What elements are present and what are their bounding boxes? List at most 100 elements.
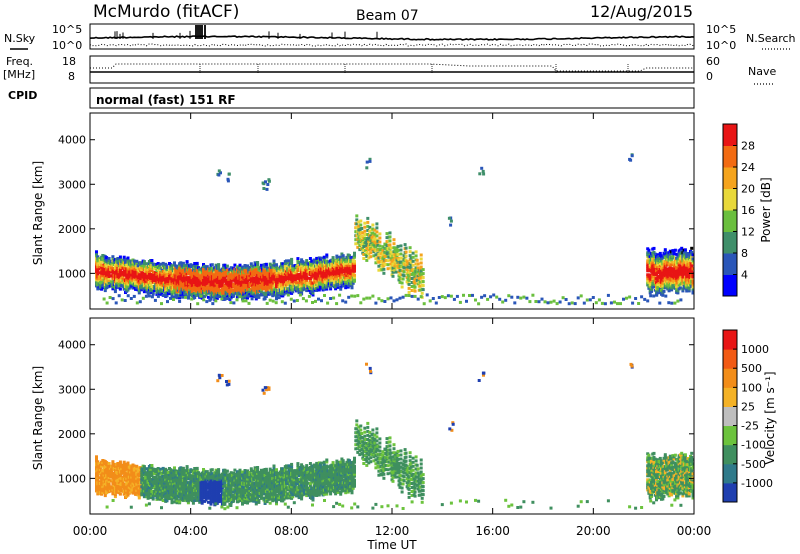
- velocity-cell: [150, 474, 154, 477]
- power-cell: [340, 268, 344, 272]
- power-cell: [265, 187, 269, 191]
- power-cell: [672, 266, 676, 270]
- power-cell: [365, 166, 369, 170]
- velocity-cell: [142, 465, 146, 469]
- power-cell: [594, 301, 598, 305]
- velocity-cell: [106, 488, 110, 492]
- power-cell: [310, 283, 314, 287]
- power-cell: [365, 160, 369, 164]
- power-cell: [362, 297, 366, 301]
- power-cell: [339, 255, 343, 259]
- power-cell: [268, 282, 272, 286]
- power-cell: [374, 245, 378, 249]
- velocity-cell: [151, 469, 155, 473]
- power-cell: [111, 287, 115, 291]
- power-cell: [300, 258, 304, 262]
- power-cell: [262, 297, 266, 301]
- power-cell: [365, 246, 369, 250]
- power-cell: [660, 258, 663, 262]
- power-cell: [372, 250, 376, 254]
- power-cell: [647, 252, 651, 256]
- power-cell: [282, 292, 286, 296]
- power-cell: [576, 296, 580, 300]
- velocity-cell: [160, 478, 164, 482]
- power-cell: [217, 263, 221, 267]
- power-cell: [691, 279, 695, 283]
- power-cell: [355, 222, 359, 226]
- power-cell: [217, 265, 221, 269]
- power-cell: [217, 287, 221, 291]
- power-cell: [290, 285, 294, 289]
- power-cell: [409, 264, 413, 268]
- power-cell: [291, 290, 295, 294]
- power-cell: [366, 224, 370, 228]
- power-cell: [285, 291, 288, 295]
- power-cell: [193, 296, 197, 300]
- power-cell: [305, 277, 309, 281]
- power-cell: [280, 300, 284, 304]
- freq-label: Freq.: [6, 55, 33, 68]
- velocity-cell: [100, 464, 104, 468]
- power-cell: [246, 264, 249, 268]
- power-cell: [353, 253, 356, 257]
- power-cell: [365, 296, 369, 300]
- velocity-cell: [171, 476, 175, 480]
- power-cell: [256, 261, 260, 264]
- power-cell: [246, 266, 249, 270]
- power-cell: [411, 263, 415, 267]
- power-cell: [291, 264, 295, 268]
- power-cell: [247, 294, 251, 298]
- power-cell: [179, 293, 183, 297]
- power-cell: [185, 260, 189, 264]
- power-cell: [126, 288, 130, 292]
- power-cell: [305, 259, 309, 263]
- power-cell: [340, 264, 344, 268]
- power-cell: [137, 289, 141, 293]
- power-cell: [195, 263, 199, 267]
- velocity-cell: [146, 494, 150, 498]
- power-cell: [276, 274, 280, 278]
- velocity-cell: [126, 461, 130, 465]
- power-cell: [416, 278, 420, 282]
- power-cell: [275, 297, 278, 301]
- velocity-cell: [142, 479, 146, 483]
- power-cell: [114, 301, 118, 305]
- power-cell: [650, 289, 653, 293]
- power-cell: [660, 288, 663, 292]
- velocity-cell: [163, 481, 166, 485]
- power-cell: [196, 302, 200, 306]
- velocity-cell: [181, 484, 185, 488]
- power-cell: [253, 295, 257, 298]
- noise-traces: [89, 25, 695, 47]
- power-cell: [336, 283, 340, 287]
- power-cell: [226, 179, 230, 183]
- power-cell: [205, 300, 209, 304]
- velocity-cell: [174, 475, 178, 479]
- power-cell: [567, 302, 571, 306]
- power-cell: [256, 263, 260, 266]
- power-cell: [290, 261, 294, 265]
- power-cell: [353, 263, 356, 267]
- power-cell: [336, 269, 340, 273]
- power-cell: [308, 277, 312, 280]
- velocity-cell: [151, 477, 155, 481]
- power-cell: [113, 268, 117, 271]
- noise-panel: 10^5 10^0 10^5 10^0: [52, 23, 736, 52]
- power-cell: [437, 296, 441, 299]
- power-cell: [259, 263, 263, 267]
- power-cell: [519, 296, 523, 300]
- nave-trace: [90, 63, 694, 72]
- power-cell: [348, 284, 351, 288]
- power-cell: [215, 270, 219, 274]
- velocity-cell: [118, 492, 122, 496]
- power-cell: [175, 294, 179, 298]
- power-cell: [676, 291, 680, 295]
- power-cell: [522, 295, 526, 299]
- power-cell: [380, 268, 384, 272]
- velocity-cell: [97, 462, 101, 466]
- power-cell: [362, 249, 366, 252]
- power-cell: [267, 278, 271, 282]
- power-cell: [295, 299, 299, 302]
- velocity-cell: [152, 486, 156, 489]
- power-cell: [336, 285, 340, 289]
